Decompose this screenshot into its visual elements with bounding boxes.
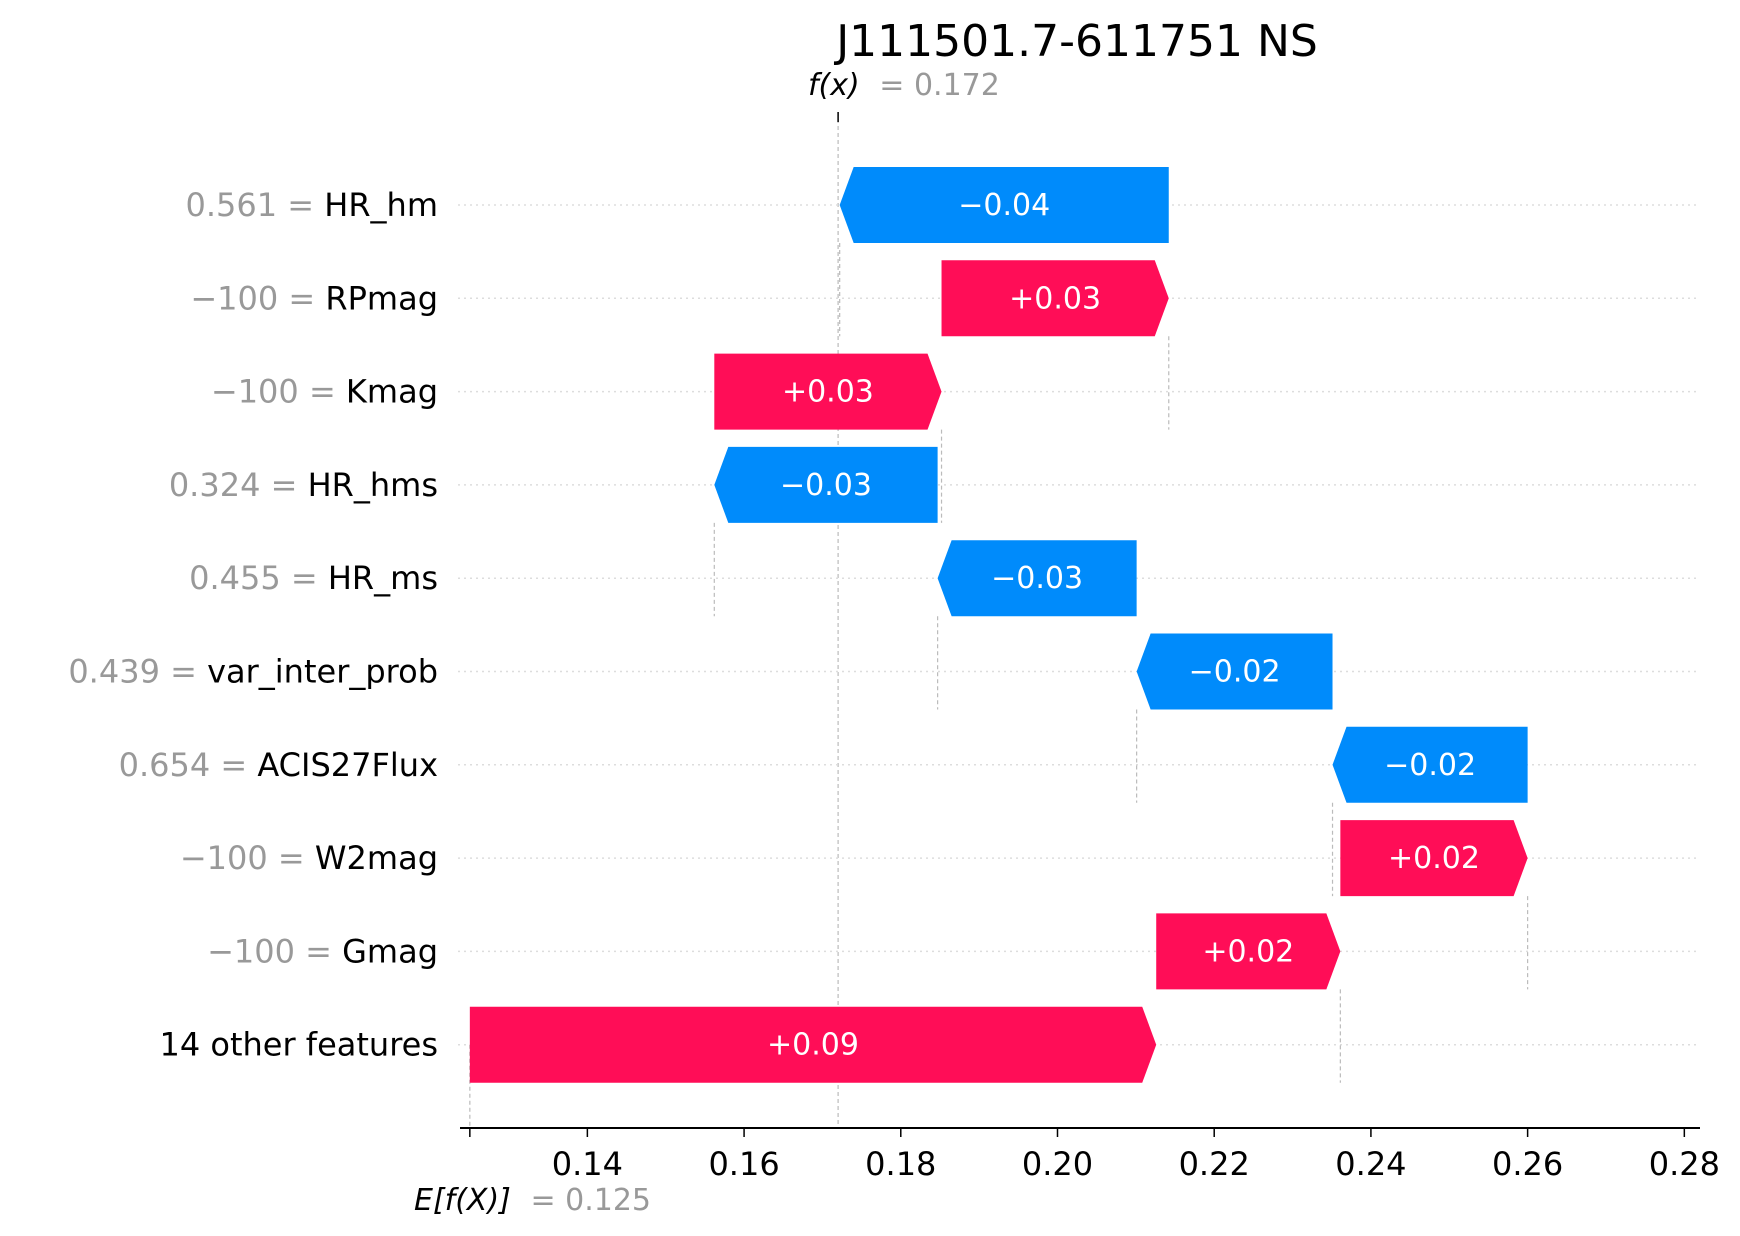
waterfall-bar bbox=[941, 260, 1169, 337]
feature-label: −100 = RPmag bbox=[190, 279, 438, 317]
x-tick-label: 0.28 bbox=[1649, 1145, 1720, 1183]
efx-label: E[f(X)] bbox=[414, 1183, 511, 1218]
waterfall-bar bbox=[469, 1006, 1157, 1083]
feature-value: 0.439 = bbox=[68, 653, 207, 691]
bar-value-label: −0.02 bbox=[1384, 748, 1476, 783]
connector-layer bbox=[713, 243, 1529, 1083]
feature-value: 0.561 = bbox=[185, 186, 324, 224]
x-tick-label: 0.26 bbox=[1492, 1145, 1563, 1183]
feature-value: 0.654 = bbox=[119, 746, 258, 784]
feature-name: W2mag bbox=[315, 839, 438, 877]
feature-name: HR_ms bbox=[328, 559, 438, 597]
fx-label: f(x) bbox=[808, 68, 860, 103]
bar-value-label: +0.09 bbox=[767, 1028, 859, 1063]
feature-label: −100 = Gmag bbox=[207, 932, 438, 970]
waterfall-bar bbox=[1340, 820, 1528, 897]
feature-value: −100 = bbox=[211, 373, 346, 411]
waterfall-bar bbox=[1332, 726, 1528, 803]
feature-label: 0.439 = var_inter_prob bbox=[68, 653, 438, 691]
x-tick-label: 0.14 bbox=[552, 1145, 623, 1183]
bar-value-label: +0.03 bbox=[782, 375, 874, 410]
feature-name: ACIS27Flux bbox=[257, 746, 438, 784]
x-tick-label: 0.20 bbox=[1022, 1145, 1093, 1183]
feature-label: 0.455 = HR_ms bbox=[189, 559, 438, 597]
feature-name: HR_hm bbox=[324, 186, 438, 224]
feature-name: RPmag bbox=[325, 279, 438, 317]
x-tick-label: 0.24 bbox=[1335, 1145, 1406, 1183]
feature-value: 0.324 = bbox=[169, 466, 308, 504]
feature-label: 0.324 = HR_hms bbox=[169, 466, 438, 504]
x-tick-label: 0.16 bbox=[708, 1145, 779, 1183]
efx-value: = 0.125 bbox=[530, 1183, 651, 1218]
feature-name: Gmag bbox=[342, 932, 438, 970]
bar-layer bbox=[469, 167, 1528, 1083]
waterfall-bar bbox=[714, 446, 938, 523]
feature-name: var_inter_prob bbox=[207, 653, 438, 691]
feature-label: −100 = Kmag bbox=[211, 373, 438, 411]
bar-value-label: +0.02 bbox=[1388, 841, 1480, 876]
waterfall-bar bbox=[1156, 913, 1341, 990]
feature-label: −100 = W2mag bbox=[180, 839, 438, 877]
feature-label: 14 other features bbox=[159, 1026, 438, 1064]
waterfall-bar bbox=[714, 353, 942, 430]
bar-value-label: −0.02 bbox=[1189, 655, 1281, 690]
bar-value-label: −0.03 bbox=[991, 561, 1083, 596]
bar-value-label: −0.04 bbox=[958, 188, 1050, 223]
waterfall-bar bbox=[937, 540, 1137, 617]
feature-name: HR_hms bbox=[308, 466, 438, 504]
feature-value: −100 = bbox=[180, 839, 315, 877]
feature-value: 0.455 = bbox=[189, 559, 328, 597]
feature-name: Kmag bbox=[346, 373, 438, 411]
fx-value: = 0.172 bbox=[879, 68, 1000, 103]
axis-layer: 0.14 0.16 0.18 0.20 0.22 0.24 0.26 0.28 bbox=[460, 1127, 1720, 1183]
efx-annotation: E[f(X)] = 0.125 bbox=[414, 1183, 651, 1218]
x-tick-label: 0.18 bbox=[865, 1145, 936, 1183]
grid-layer bbox=[458, 112, 1700, 1128]
feature-value: −100 = bbox=[190, 279, 325, 317]
feature-name: 14 other features bbox=[159, 1026, 438, 1064]
waterfall-bar bbox=[839, 167, 1169, 243]
bar-value-label: −0.03 bbox=[780, 468, 872, 503]
feature-label: 0.654 = ACIS27Flux bbox=[119, 746, 438, 784]
x-tick-label: 0.22 bbox=[1179, 1145, 1250, 1183]
fx-annotation: f(x) = 0.172 bbox=[808, 68, 1000, 103]
waterfall-bar bbox=[1136, 633, 1333, 710]
label-layer: −0.04 0.561 = HR_hm +0.03 −100 = RPmag +0.03… bbox=[68, 186, 1480, 1064]
bar-value-label: +0.02 bbox=[1202, 934, 1294, 969]
feature-value: −100 = bbox=[207, 932, 342, 970]
bar-value-label: +0.03 bbox=[1009, 281, 1101, 316]
feature-label: 0.561 = HR_hm bbox=[185, 186, 438, 224]
chart-title: J111501.7-611751 NS bbox=[833, 16, 1318, 67]
